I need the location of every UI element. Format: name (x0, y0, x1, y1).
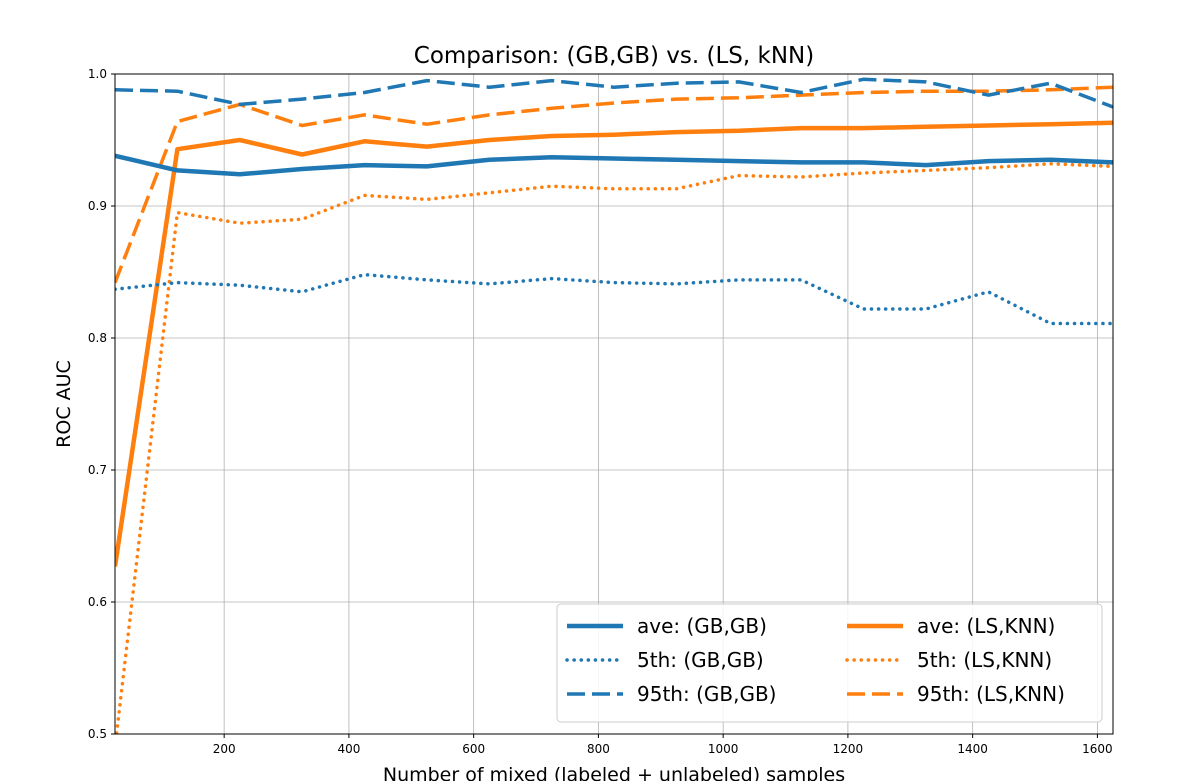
legend-label-1: 5th: (GB,GB) (637, 648, 764, 672)
chart-title: Comparison: (GB,GB) vs. (LS, kNN) (414, 43, 814, 69)
y-tick-label: 0.5 (88, 727, 107, 741)
y-tick-label: 0.9 (88, 199, 107, 213)
y-tick-label: 1.0 (88, 67, 107, 81)
series-line-5 (115, 85, 1113, 284)
y-axis-label: ROC AUC (53, 360, 75, 448)
x-tick-label: 600 (462, 742, 485, 756)
x-tick-label: 1600 (1082, 742, 1113, 756)
x-ticks: 200 400 600 800 1000 1200 1400 1600 (213, 734, 1113, 756)
x-tick-label: 1200 (833, 742, 864, 756)
plot-frame (114, 73, 1114, 735)
series-layer (115, 77, 1113, 734)
x-tick-label: 200 (213, 742, 236, 756)
x-axis-label: Number of mixed (labeled + unlabeled) sa… (383, 764, 845, 781)
x-tick-label: 1400 (957, 742, 988, 756)
y-tick-label: 0.6 (88, 595, 107, 609)
legend-label-3: ave: (LS,KNN) (917, 614, 1055, 638)
legend: ave: (GB,GB) 5th: (GB,GB) 95th: (GB,GB) ave… (556, 603, 1103, 723)
series-line-4 (115, 162, 1113, 734)
series-line-2 (115, 77, 1113, 109)
x-tick-label: 400 (337, 742, 360, 756)
series-line-1 (115, 272, 1113, 326)
series-line-3 (115, 120, 1113, 567)
x-tick-label: 800 (587, 742, 610, 756)
series-line-0 (115, 153, 1113, 177)
legend-box (556, 603, 1103, 723)
legend-label-4: 5th: (LS,KNN) (917, 648, 1052, 672)
y-tick-label: 0.7 (88, 463, 107, 477)
legend-label-5: 95th: (LS,KNN) (917, 682, 1065, 706)
y-ticks: 0.5 0.6 0.7 0.8 0.9 1.0 (88, 67, 115, 741)
legend-label-2: 95th: (GB,GB) (637, 682, 776, 706)
y-tick-label: 0.8 (88, 331, 107, 345)
x-tick-label: 1000 (708, 742, 739, 756)
legend-label-0: ave: (GB,GB) (637, 614, 767, 638)
